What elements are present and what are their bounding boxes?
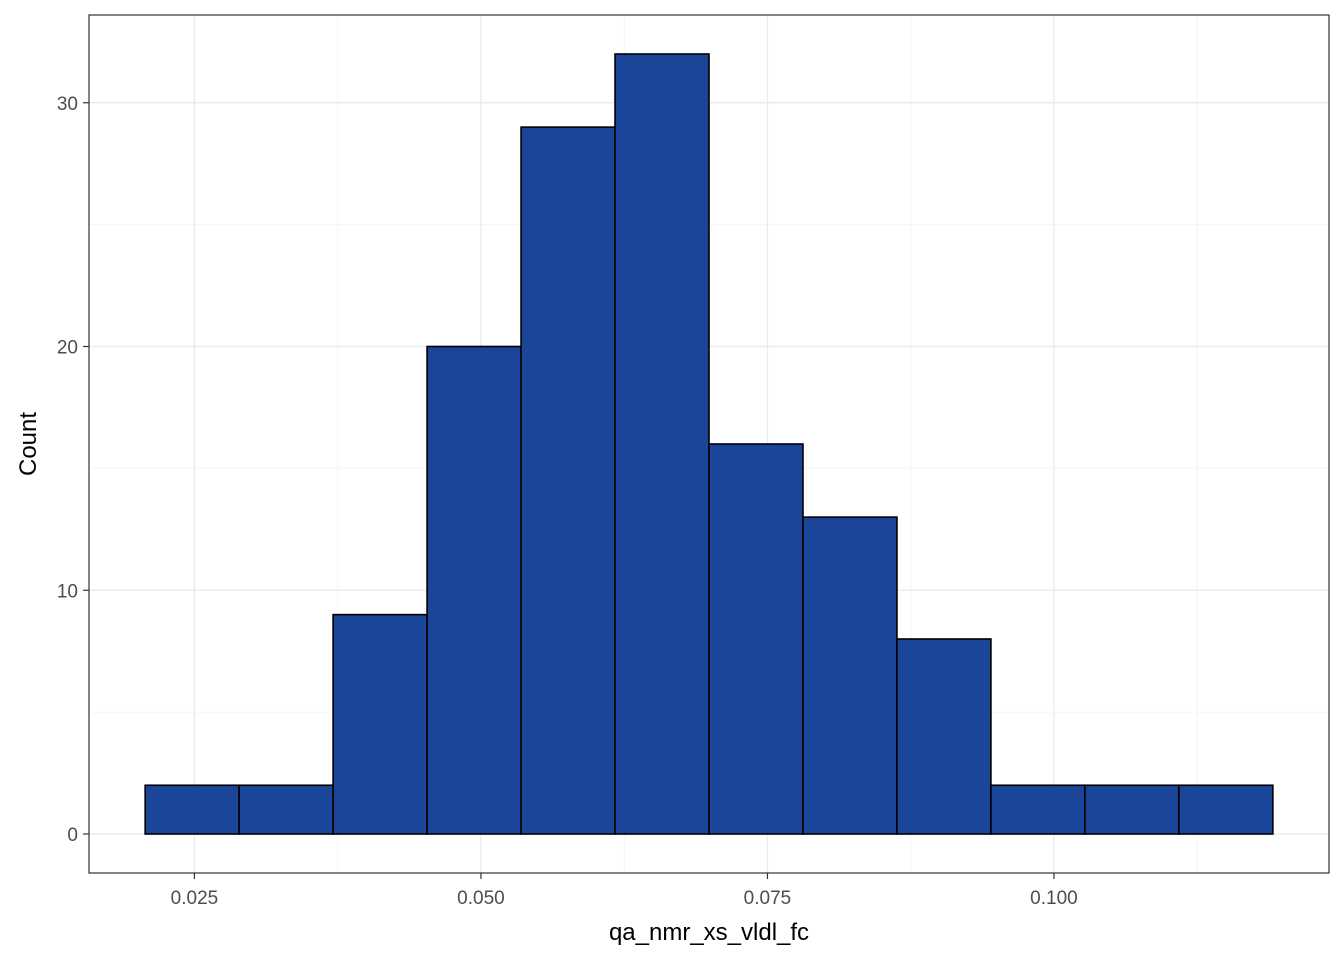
y-tick-label: 10 — [57, 581, 78, 602]
y-axis: 0 10 20 30 — [57, 94, 89, 846]
x-axis-title: qa_nmr_xs_vldl_fc — [609, 919, 809, 946]
y-tick-label: 0 — [67, 825, 78, 846]
histogram-bar — [1084, 784, 1180, 835]
x-axis: 0.025 0.050 0.075 0.100 — [171, 873, 1078, 909]
x-tick-label: 0.050 — [457, 888, 505, 909]
x-tick-label: 0.025 — [171, 888, 219, 909]
y-tick-label: 30 — [57, 94, 78, 115]
x-tick-label: 0.100 — [1030, 888, 1078, 909]
histogram-bar — [614, 53, 710, 835]
histogram-bar — [802, 516, 898, 835]
histogram-bar — [238, 784, 334, 835]
histogram-bar — [1178, 784, 1274, 835]
histogram-bar — [896, 638, 992, 835]
histogram-bar — [144, 784, 240, 835]
histogram-bar — [426, 345, 522, 835]
x-tick-label: 0.075 — [744, 888, 792, 909]
y-tick-label: 20 — [57, 338, 78, 359]
histogram-bar — [332, 613, 428, 835]
panel-border — [88, 14, 1330, 874]
histogram-bar — [708, 443, 804, 835]
histogram-bar — [990, 784, 1086, 835]
y-axis-title: Count — [15, 412, 42, 476]
histogram-bars — [144, 53, 1274, 835]
histogram-bar — [520, 126, 616, 835]
